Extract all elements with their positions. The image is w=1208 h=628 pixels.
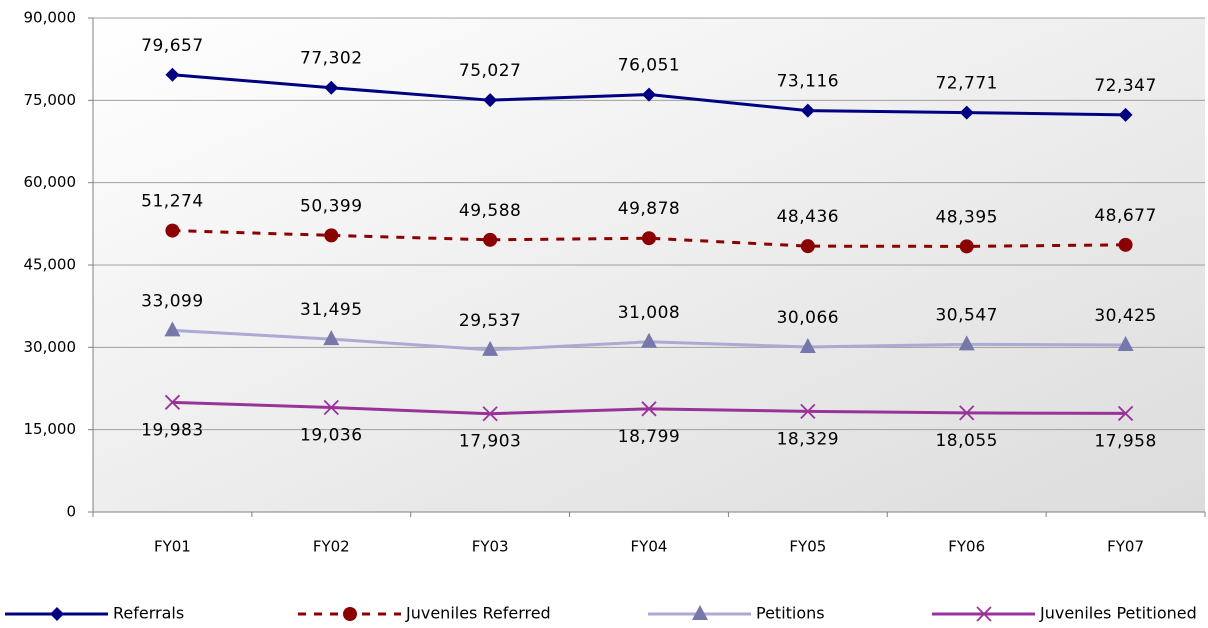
- value-label: 17,903: [459, 432, 521, 452]
- value-label: 18,799: [618, 427, 680, 447]
- marker: [959, 239, 974, 254]
- marker: [959, 105, 974, 120]
- y-tick-label: 45,000: [24, 256, 77, 274]
- value-label: 19,983: [141, 420, 203, 440]
- value-label: 33,099: [141, 291, 203, 311]
- value-label: 49,878: [618, 199, 680, 219]
- marker: [323, 330, 340, 346]
- marker: [641, 332, 657, 348]
- marker: [1118, 107, 1133, 122]
- marker: [164, 321, 181, 337]
- y-tick-label: 0: [66, 503, 76, 521]
- x-tick-label: FY01: [154, 538, 191, 556]
- marker: [642, 231, 656, 246]
- marker: [800, 239, 815, 254]
- y-tick-label: 90,000: [24, 9, 77, 27]
- marker: [800, 403, 816, 420]
- legend-label: Petitions: [756, 604, 825, 623]
- value-label: 48,677: [1094, 206, 1156, 226]
- y-tick-label: 30,000: [24, 338, 77, 356]
- value-label: 79,657: [141, 36, 203, 56]
- marker: [50, 607, 64, 621]
- y-tick-label: 75,000: [24, 91, 77, 109]
- marker: [1117, 405, 1134, 422]
- value-label: 30,547: [935, 305, 997, 325]
- marker: [343, 607, 357, 621]
- marker: [642, 87, 656, 102]
- value-label: 17,958: [1094, 431, 1156, 451]
- value-label: 30,066: [777, 308, 839, 328]
- x-tick-label: FY02: [313, 538, 350, 556]
- marker: [799, 337, 816, 353]
- y-tick-label: 60,000: [24, 173, 77, 191]
- value-label: 51,274: [141, 192, 203, 212]
- marker: [976, 606, 992, 622]
- legend-label: Juveniles Referred: [405, 604, 551, 623]
- marker: [958, 335, 975, 351]
- marker: [482, 406, 498, 422]
- value-label: 75,027: [459, 61, 521, 81]
- value-label: 73,116: [777, 72, 839, 92]
- y-tick-label: 15,000: [24, 420, 77, 438]
- marker: [482, 340, 499, 356]
- legend-label: Referrals: [113, 604, 184, 623]
- marker: [800, 103, 815, 118]
- value-label: 72,771: [935, 74, 997, 94]
- marker: [323, 399, 339, 416]
- marker: [324, 228, 339, 243]
- legend-label: Juveniles Petitioned: [1039, 604, 1197, 623]
- marker: [483, 232, 498, 247]
- value-label: 50,399: [300, 196, 362, 216]
- marker: [165, 223, 180, 238]
- value-label: 72,347: [1094, 76, 1156, 96]
- x-tick-label: FY03: [472, 538, 509, 556]
- marker: [1117, 336, 1134, 352]
- value-label: 18,329: [777, 429, 839, 449]
- x-tick-label: FY06: [948, 538, 985, 556]
- marker: [164, 394, 181, 410]
- value-label: 48,436: [777, 207, 839, 227]
- value-label: 76,051: [618, 56, 680, 76]
- value-label: 49,588: [459, 201, 521, 221]
- value-label: 48,395: [935, 207, 997, 227]
- value-label: 31,008: [618, 303, 680, 323]
- value-label: 29,537: [459, 311, 521, 331]
- marker: [692, 605, 708, 620]
- marker: [641, 401, 657, 417]
- x-tick-label: FY05: [789, 538, 826, 556]
- marker: [483, 93, 498, 108]
- x-tick-label: FY04: [631, 538, 668, 556]
- value-label: 30,425: [1094, 306, 1156, 326]
- value-label: 19,036: [300, 426, 362, 446]
- marker: [959, 405, 975, 421]
- x-tick-label: FY07: [1107, 538, 1144, 556]
- value-label: 31,495: [300, 300, 362, 320]
- marker: [165, 67, 180, 82]
- marker: [324, 80, 339, 95]
- marker: [1118, 237, 1133, 252]
- value-label: 77,302: [300, 49, 362, 69]
- value-label: 18,055: [935, 431, 997, 451]
